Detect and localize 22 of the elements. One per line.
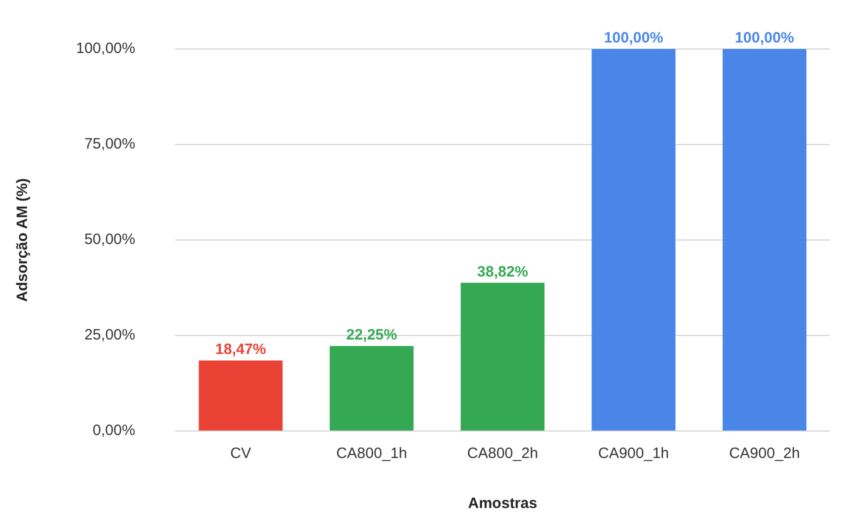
y-tick-label: 50,00% [84,231,136,248]
x-tick-label: CA800_1h [336,445,408,462]
x-axis-title: Amostras [468,495,538,512]
x-tick-label: CA900_2h [729,445,800,462]
x-tick-label: CV [230,445,252,462]
data-label: 38,82% [477,263,528,280]
y-tick-label: 25,00% [84,326,136,344]
bar [330,346,414,430]
data-label: 18,47% [215,341,266,358]
data-label: 100,00% [604,30,664,47]
bar [198,360,283,430]
y-axis-title: Adsorção AM (%) [14,178,32,302]
bar [592,49,676,430]
bar [460,282,545,430]
data-label: 22,25% [346,326,398,344]
data-label: 100,00% [734,30,794,47]
bar [722,49,806,430]
x-tick-label: CA800_2h [467,445,538,462]
y-tick-label: 100,00% [76,40,136,58]
x-tick-label: CA900_1h [598,445,670,462]
y-tick-label: 0,00% [92,422,136,440]
y-tick-label: 75,00% [84,136,136,153]
